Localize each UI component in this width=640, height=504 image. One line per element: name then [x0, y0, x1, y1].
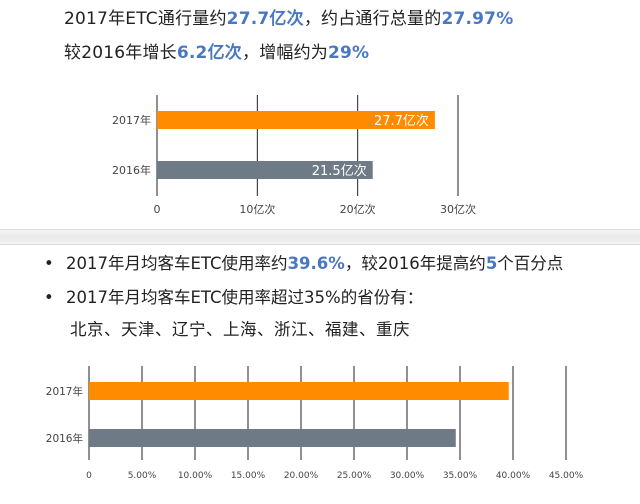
volume-panel: 2017年ETC通行量约27.7亿次，约占通行总量的27.97% 较2016年增…	[0, 0, 640, 229]
bullet-marker: •	[44, 288, 54, 307]
x-tick-label: 45.00%	[549, 471, 584, 481]
bullet-provinces: • 2017年月均客车ETC使用率超过35%的省份有：	[44, 287, 423, 309]
highlight-share: 27.97%	[441, 9, 514, 29]
highlight-points: 5	[485, 254, 498, 273]
bar-2017	[89, 382, 509, 400]
data-label: 27.7亿次	[374, 113, 429, 129]
x-tick-label: 20亿次	[340, 202, 376, 216]
x-tick-label: 35.00%	[443, 471, 478, 481]
bar-2016	[89, 429, 456, 447]
headline-text: 较2016年增长	[64, 43, 177, 63]
data-label: 21.5亿次	[312, 163, 367, 179]
bullet-marker: •	[44, 254, 54, 273]
section-divider	[0, 229, 640, 245]
bullet-text: 2017年月均客车ETC使用率约	[66, 254, 288, 273]
headline-volume: 2017年ETC通行量约27.7亿次，约占通行总量的27.97%	[64, 8, 513, 30]
category-label: 2017年	[112, 113, 151, 127]
x-tick-label: 15.00%	[231, 471, 266, 481]
bullet-text: 个百分点	[497, 254, 564, 273]
x-tick-label: 0	[154, 203, 161, 216]
bullet-usage-rate: • 2017年月均客车ETC使用率约39.6%，较2016年提高约5个百分点	[44, 253, 563, 275]
highlight-usage-rate: 39.6%	[287, 254, 345, 273]
highlight-volume: 27.7亿次	[226, 9, 304, 29]
x-tick-label: 30.00%	[390, 471, 425, 481]
province-list: 北京、天津、辽宁、上海、浙江、福建、重庆	[70, 320, 410, 339]
bullet-text: 2017年月均客车ETC使用率超过35%的省份有：	[66, 288, 424, 307]
x-tick-label: 0	[86, 471, 92, 481]
x-tick-label: 5.00%	[128, 471, 157, 481]
category-label: 2016年	[112, 163, 151, 177]
headline-text: ，约占通行总量的	[303, 9, 442, 29]
x-tick-label: 10.00%	[178, 471, 213, 481]
category-label: 2016年	[46, 432, 83, 445]
x-tick-label: 25.00%	[337, 471, 372, 481]
x-tick-label: 40.00%	[496, 471, 531, 481]
bullet-text: ，较2016年提高约	[344, 254, 486, 273]
headline-text: ，增幅约为	[242, 43, 328, 63]
bar-2017	[157, 111, 435, 129]
headline-text: 2017年ETC通行量约	[64, 9, 227, 29]
highlight-rate: 29%	[328, 43, 370, 63]
x-tick-label: 20.00%	[284, 471, 319, 481]
volume-bar-chart: 0 10亿次 20亿次 30亿次 2017年 27.7亿次 2016年 21.5亿次	[112, 95, 476, 216]
x-tick-label: 10亿次	[239, 202, 275, 216]
category-label: 2017年	[46, 385, 83, 398]
headline-growth: 较2016年增长6.2亿次，增幅约为29%	[64, 42, 369, 64]
highlight-growth: 6.2亿次	[176, 43, 242, 63]
bar-2016	[157, 161, 373, 179]
x-tick-label: 30亿次	[440, 202, 476, 216]
